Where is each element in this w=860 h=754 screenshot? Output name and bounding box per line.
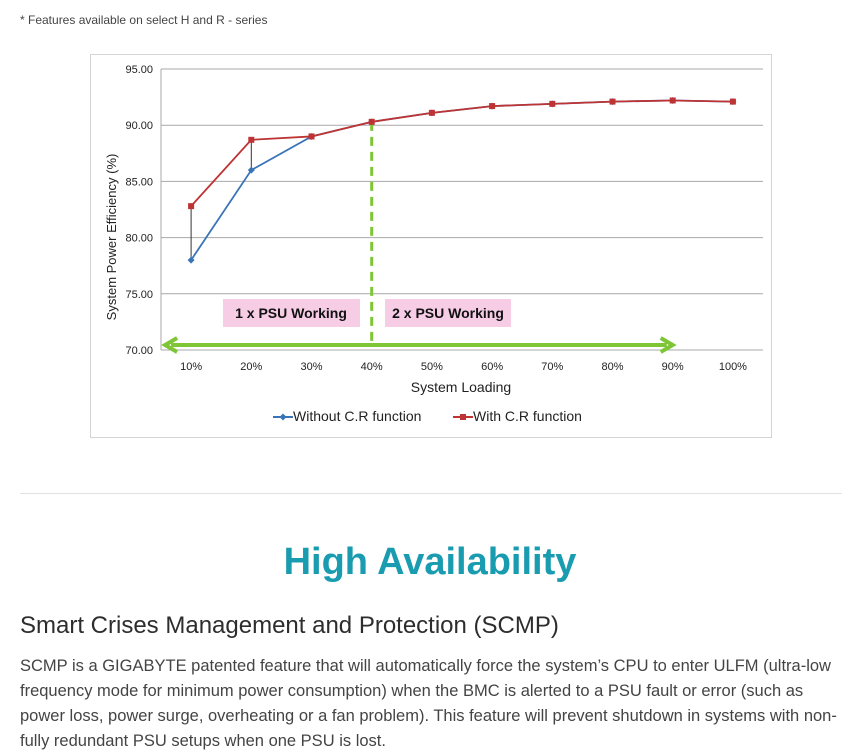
data-point-with-cr (188, 203, 195, 210)
data-point-with-cr (428, 109, 435, 116)
section-subtitle: Smart Crises Management and Protection (… (20, 612, 559, 639)
x-tick-label: 10% (180, 361, 202, 373)
y-tick-label: 75.00 (125, 289, 153, 301)
y-tick-label: 80.00 (125, 233, 153, 245)
y-tick-label: 95.00 (125, 64, 153, 76)
y-axis-label: System Power Efficiency (%) (104, 154, 119, 321)
legend-swatch-marker (460, 414, 466, 420)
data-point-with-cr (308, 133, 315, 140)
efficiency-chart: 70.00 75.00 80.00 85.00 90.00 95.00 10% 20% 30%… (90, 54, 772, 438)
x-tick-label: 30% (300, 361, 322, 373)
footnote: * Features available on select H and R -… (20, 13, 268, 27)
chart-svg: 70.00 75.00 80.00 85.00 90.00 95.00 10% 20% 30%… (104, 64, 763, 424)
legend-entry-label: Without C.R function (293, 408, 421, 424)
legend-entry-label: With C.R function (473, 408, 582, 424)
region-left-label: 1 x PSU Working (235, 305, 347, 321)
data-point-with-cr (368, 118, 375, 125)
loading-arrow-left-head (161, 336, 179, 354)
data-point-with-cr (248, 136, 255, 143)
series-layer (187, 96, 737, 264)
data-point-with-cr (609, 98, 616, 105)
region-label-box (223, 299, 360, 327)
data-point-with-cr (729, 98, 736, 105)
series-line-with-cr (190, 99, 733, 207)
region-right-label: 2 x PSU Working (392, 305, 504, 321)
y-tick-label: 90.00 (125, 120, 153, 132)
data-point-with-cr (549, 100, 556, 107)
y-tick-label: 70.00 (125, 345, 153, 357)
x-tick-label: 50% (421, 361, 443, 373)
legend: Without C.R function With C.R function (273, 408, 582, 424)
legend-swatch-marker (279, 413, 287, 421)
x-tick-label: 90% (662, 361, 684, 373)
data-point-without-cr (247, 166, 255, 174)
section-divider (20, 493, 842, 494)
y-tick-label: 85.00 (125, 176, 153, 188)
x-tick-label: 100% (719, 361, 747, 373)
x-tick-label: 80% (601, 361, 623, 373)
region-label-box (385, 299, 511, 327)
x-axis-label: System Loading (411, 379, 511, 395)
x-tick-label: 60% (481, 361, 503, 373)
x-tick-label: 70% (541, 361, 563, 373)
section-paragraph: SCMP is a GIGABYTE patented feature that… (20, 657, 837, 750)
y-tick-labels: 70.00 75.00 80.00 85.00 90.00 95.00 (125, 64, 153, 357)
series-line-without-cr (190, 99, 733, 261)
data-point-with-cr (489, 103, 496, 110)
x-tick-label: 40% (361, 361, 383, 373)
loading-arrow-right-head (659, 336, 677, 354)
data-point-with-cr (669, 97, 676, 104)
annotation-layer: 1 x PSU Working 2 x PSU Working (161, 121, 677, 354)
x-tick-labels: 10% 20% 30% 40% 50% 60% 70% 80% 90% 100% (180, 361, 747, 373)
data-point-without-cr (187, 256, 195, 264)
section-title: High Availability (283, 541, 577, 583)
x-tick-label: 20% (240, 361, 262, 373)
